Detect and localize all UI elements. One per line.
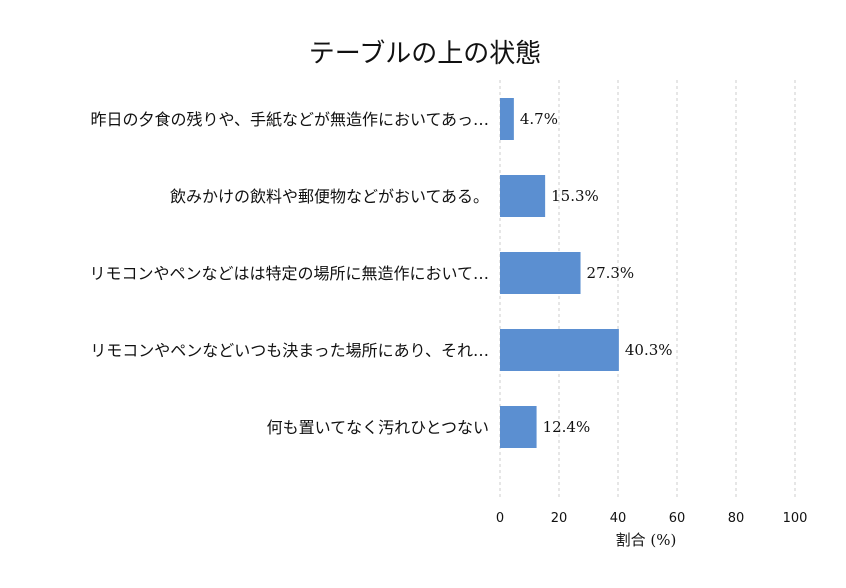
category-label: 昨日の夕食の残りや、手紙などが無造作においてあっ… [90, 110, 489, 129]
bar [500, 98, 514, 140]
x-tick-label: 40 [610, 511, 627, 526]
category-label: リモコンやペンなどはは特定の場所に無造作において… [89, 264, 489, 283]
value-label: 27.3% [587, 264, 635, 282]
bar [500, 175, 546, 217]
category-label: 何も置いてなく汚れひとつない [267, 418, 489, 437]
x-axis-title: 割合 (%) [616, 531, 677, 549]
value-label: 12.4% [543, 418, 591, 436]
bar [500, 406, 537, 448]
value-labels: 4.7% 15.3% 27.3% 40.3% 12.4% [520, 110, 673, 436]
x-tick-label: 0 [496, 511, 504, 526]
value-label: 15.3% [551, 187, 599, 205]
category-label: リモコンやペンなどいつも決まった場所にあり、それ… [90, 341, 489, 360]
chart-title: テーブルの上の状態 [309, 39, 541, 69]
x-tick-label: 20 [551, 511, 568, 526]
x-axis-ticks: 0 20 40 60 80 100 [496, 511, 808, 526]
value-label: 4.7% [520, 110, 558, 128]
x-tick-label: 100 [783, 511, 808, 526]
category-label: 飲みかけの飲料や郵便物などがおいてある。 [170, 187, 489, 206]
bars [500, 98, 619, 448]
x-tick-label: 60 [669, 511, 686, 526]
bar [500, 329, 619, 371]
value-label: 40.3% [625, 341, 673, 359]
category-labels: 昨日の夕食の残りや、手紙などが無造作においてあっ… 飲みかけの飲料や郵便物などがお… [89, 110, 489, 437]
x-tick-label: 80 [728, 511, 745, 526]
bar [500, 252, 581, 294]
